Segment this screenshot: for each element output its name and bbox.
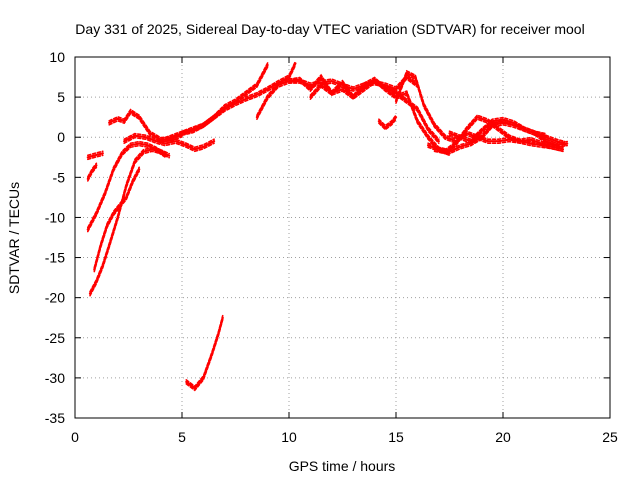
series-markers-arc-2 [87, 162, 98, 178]
x-tick-label: 25 [602, 429, 618, 445]
series-markers-arc-6 [108, 108, 183, 139]
series-markers-arc-11 [256, 74, 419, 116]
x-tick-label: 0 [71, 429, 79, 445]
series-line-arc-17 [433, 116, 565, 153]
series-line-arc-12 [287, 75, 440, 143]
series-arc-17 [433, 114, 565, 155]
series-line-arc-18 [448, 118, 547, 143]
series-markers-lower-arc-10 [185, 318, 224, 392]
y-tick-label: -30 [45, 370, 65, 386]
y-tick-label: -35 [45, 410, 65, 426]
series-arc-1 [86, 150, 104, 161]
x-axis-label: GPS time / hours [289, 458, 396, 474]
y-tick-label: -20 [45, 290, 65, 306]
y-tick-label: 5 [57, 89, 65, 105]
y-tick-label: -25 [45, 330, 65, 346]
series-markers-lower-arc-9 [181, 66, 269, 136]
series-arc-18 [448, 116, 547, 145]
series-markers-arc-17 [433, 114, 564, 151]
series-line-arc-13 [309, 78, 451, 155]
chart-title: Day 331 of 2025, Sidereal Day-to-day VTE… [75, 21, 584, 37]
series-line-arc-14 [377, 116, 398, 129]
series-arc-4 [88, 146, 171, 297]
x-tick-label: 20 [495, 429, 511, 445]
series-markers-arc-13 [309, 76, 451, 153]
series-markers-arc-5 [93, 166, 140, 269]
x-tick-label: 15 [388, 429, 404, 445]
series-line-arc-7 [123, 134, 216, 151]
x-tick-label: 5 [178, 429, 186, 445]
y-tick-label: 0 [57, 129, 65, 145]
y-axis-label: SDTVAR / TECUs [6, 182, 22, 294]
series-markers-lower-arc-7 [123, 136, 215, 153]
series-markers-arc-14 [378, 114, 397, 127]
plot-frame [74, 56, 611, 419]
x-tick-label: 10 [281, 429, 297, 445]
series-line-arc-2 [86, 164, 98, 180]
series-line-arc-9 [180, 63, 269, 135]
series-arc-13 [309, 76, 451, 157]
series-arc-9 [180, 62, 269, 136]
series-markers-lower-arc-19 [534, 134, 569, 149]
series-markers-arc-10 [185, 314, 224, 388]
y-tick-label: -5 [53, 169, 66, 185]
series-markers-lower-arc-18 [448, 120, 547, 145]
series-arc-5 [93, 166, 141, 273]
data-series [86, 60, 569, 392]
series-markers-lower-arc-5 [93, 170, 140, 273]
series-markers-lower-arc-2 [87, 166, 98, 182]
series-line-arc-11 [255, 75, 419, 119]
series-markers-arc-4 [89, 146, 170, 293]
series-arc-19 [533, 130, 569, 149]
series-markers-lower-arc-4 [89, 150, 170, 297]
axis-ticks: 0 5 10 15 20 25 10 5 0 -5 -10 -15 -20 -25 -30 -35 [45, 49, 618, 445]
series-markers-arc-8 [159, 60, 297, 140]
series-markers-lower-arc-1 [87, 154, 104, 161]
series-markers-lower-arc-15 [395, 73, 564, 153]
series-arc-10 [185, 314, 224, 392]
series-markers-lower-arc-13 [309, 80, 451, 157]
y-tick-label: -10 [45, 209, 65, 225]
series-markers-lower-arc-17 [433, 118, 564, 155]
series-line-arc-19 [533, 132, 569, 147]
series-markers-arc-3 [87, 140, 166, 229]
series-markers-lower-arc-14 [378, 118, 397, 131]
series-line-arc-1 [86, 152, 104, 159]
series-markers-arc-9 [181, 62, 269, 132]
grid [75, 57, 610, 418]
y-tick-label: -15 [45, 250, 65, 266]
y-tick-label: 10 [49, 49, 65, 65]
series-markers-arc-1 [87, 150, 104, 157]
series-markers-arc-19 [534, 130, 569, 145]
series-markers-arc-18 [448, 116, 547, 141]
series-arc-14 [377, 114, 398, 131]
series-arc-2 [86, 162, 98, 182]
